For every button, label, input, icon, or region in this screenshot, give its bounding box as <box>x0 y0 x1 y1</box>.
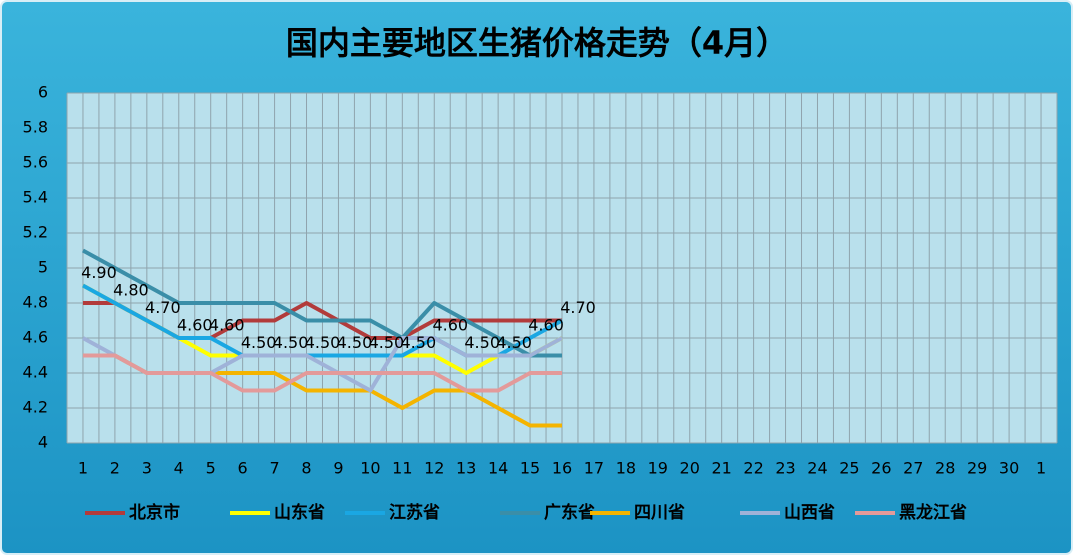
data-label: 4.60 <box>528 316 564 335</box>
y-tick-label: 5 <box>38 258 48 277</box>
data-label: 4.50 <box>305 333 341 352</box>
y-tick-label: 4.2 <box>23 398 48 417</box>
data-label: 4.70 <box>145 298 181 317</box>
x-tick-label: 10 <box>360 459 380 478</box>
y-tick-label: 5.2 <box>23 223 48 242</box>
legend-label: 四川省 <box>634 502 685 523</box>
y-tick-label: 4.8 <box>23 293 48 312</box>
x-tick-label: 21 <box>711 459 731 478</box>
x-tick-label: 23 <box>775 459 795 478</box>
y-tick-label: 4.4 <box>23 363 48 382</box>
x-tick-label: 12 <box>424 459 444 478</box>
x-tick-label: 4 <box>174 459 184 478</box>
chart-title: 国内主要地区生猪价格走势（4月） <box>286 24 788 62</box>
x-tick-label: 22 <box>743 459 763 478</box>
x-tick-label: 1 <box>1036 459 1046 478</box>
x-tick-label: 27 <box>903 459 923 478</box>
data-label: 4.50 <box>369 333 405 352</box>
data-label: 4.60 <box>209 316 245 335</box>
y-tick-label: 5.6 <box>23 153 48 172</box>
y-tick-label: 6 <box>38 83 48 102</box>
legend-label: 广东省 <box>544 502 595 523</box>
y-tick-label: 4.6 <box>23 328 48 347</box>
x-tick-label: 5 <box>206 459 216 478</box>
x-tick-label: 18 <box>616 459 636 478</box>
y-tick-label: 4 <box>38 433 48 452</box>
data-label: 4.80 <box>113 281 149 300</box>
legend-label: 江苏省 <box>389 502 440 523</box>
x-tick-label: 9 <box>333 459 343 478</box>
data-label: 4.50 <box>337 333 373 352</box>
x-tick-label: 13 <box>456 459 476 478</box>
legend-label: 山东省 <box>274 502 325 523</box>
y-tick-label: 5.8 <box>23 118 48 137</box>
data-label: 4.50 <box>241 333 277 352</box>
data-label: 4.70 <box>560 298 596 317</box>
x-tick-label: 15 <box>520 459 540 478</box>
y-tick-label: 5.4 <box>23 188 48 207</box>
x-tick-label: 16 <box>552 459 572 478</box>
legend-label: 黑龙江省 <box>899 502 967 523</box>
x-tick-label: 2 <box>110 459 120 478</box>
x-tick-label: 30 <box>999 459 1019 478</box>
x-tick-label: 7 <box>269 459 279 478</box>
data-label: 4.50 <box>401 333 437 352</box>
x-tick-label: 24 <box>807 459 827 478</box>
data-label: 4.50 <box>464 333 500 352</box>
x-tick-label: 3 <box>142 459 152 478</box>
data-label: 4.60 <box>432 316 468 335</box>
data-label: 4.50 <box>273 333 309 352</box>
data-label: 4.60 <box>177 316 213 335</box>
legend-label: 山西省 <box>784 502 835 523</box>
legend-label: 北京市 <box>129 502 180 523</box>
x-tick-label: 6 <box>238 459 248 478</box>
x-tick-label: 11 <box>392 459 412 478</box>
x-tick-label: 1 <box>78 459 88 478</box>
x-tick-label: 29 <box>967 459 987 478</box>
series-line <box>82 353 562 393</box>
series-line <box>82 248 562 358</box>
x-tick-label: 20 <box>680 459 700 478</box>
data-label: 4.50 <box>496 333 532 352</box>
x-tick-label: 26 <box>871 459 891 478</box>
data-label: 4.90 <box>81 263 117 282</box>
x-tick-label: 17 <box>584 459 604 478</box>
x-tick-label: 25 <box>839 459 859 478</box>
x-tick-label: 19 <box>648 459 668 478</box>
x-tick-label: 14 <box>488 459 508 478</box>
x-tick-label: 8 <box>301 459 311 478</box>
x-tick-label: 28 <box>935 459 955 478</box>
